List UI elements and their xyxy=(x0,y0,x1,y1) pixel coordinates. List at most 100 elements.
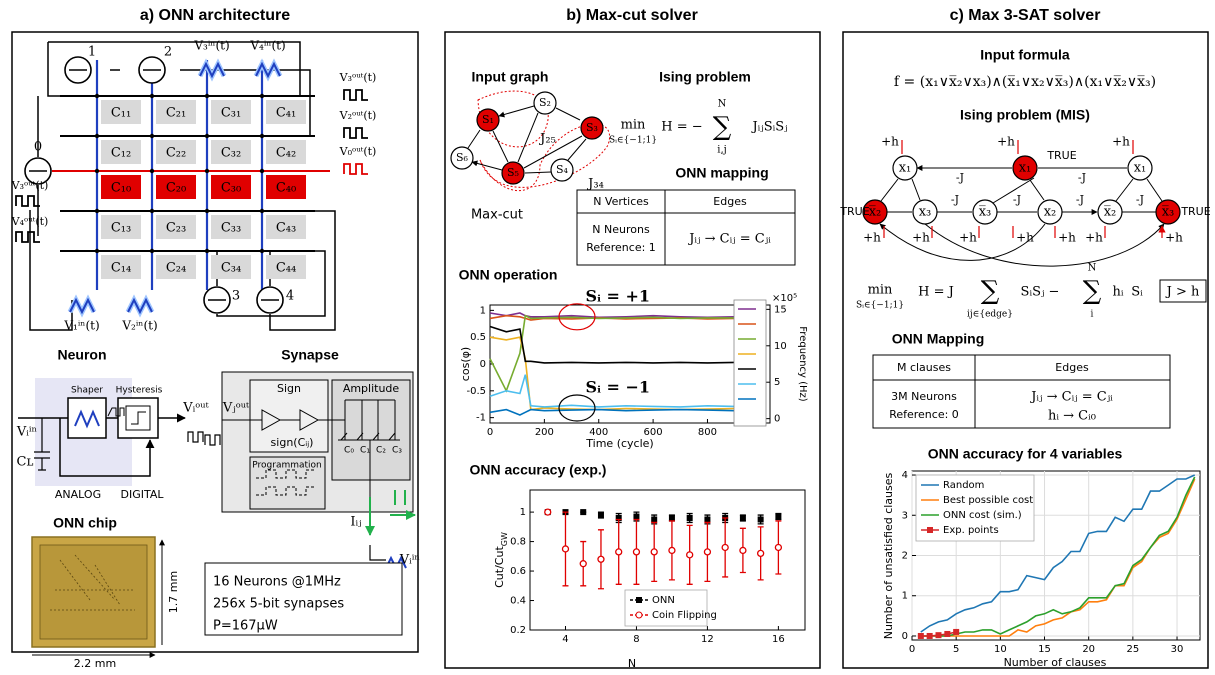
header: Edges xyxy=(1055,361,1089,374)
yticks: 3 xyxy=(902,510,908,521)
yticks: -0.5 xyxy=(466,386,486,397)
cells: C₁₃ xyxy=(111,221,131,236)
neuron-label: Neuron xyxy=(58,347,107,363)
inputs: V₁ⁱⁿ(t) xyxy=(63,319,99,333)
yticks: 0.5 xyxy=(470,332,486,343)
legend-marker xyxy=(636,597,642,603)
xticks: 4 xyxy=(562,634,568,645)
caps: C₁ xyxy=(360,446,370,456)
data-point xyxy=(651,549,657,555)
input: Vᵢⁱⁿ xyxy=(16,425,37,440)
cells: C₂₄ xyxy=(166,261,186,276)
data-point xyxy=(927,633,933,639)
data-point xyxy=(562,546,568,552)
output-wave xyxy=(344,128,368,138)
cells: C₃₄ xyxy=(221,261,241,276)
field: hᵢ xyxy=(1113,285,1124,300)
cells: C₃₁ xyxy=(221,106,241,121)
specs: P=167μW xyxy=(213,619,278,634)
title: ONN chip xyxy=(53,515,117,531)
field-labels: +h xyxy=(1058,231,1076,245)
neurons: 1 xyxy=(88,45,96,60)
schematic-wire xyxy=(332,380,410,480)
xticks: 0 xyxy=(487,427,493,438)
yticks: 4 xyxy=(902,470,908,481)
coupling-labels: -J xyxy=(1076,193,1084,206)
field-labels: +h xyxy=(881,135,899,149)
shaper: Shaper xyxy=(71,386,103,396)
hysteresis: Hysteresis xyxy=(116,386,163,396)
outputs: V₄ᵒᵘᵗ(t) xyxy=(11,215,49,228)
legend-marker xyxy=(927,527,933,533)
nodes: x₃ xyxy=(919,205,932,220)
cells: C₄₄ xyxy=(276,261,296,276)
y2label: Frequency (Hz) xyxy=(797,326,808,402)
row: hᵢ → Cᵢ₀ xyxy=(1048,409,1096,424)
true-label: TRUE xyxy=(839,205,869,218)
cells: C₃₀ xyxy=(221,181,241,196)
name: Exp. points xyxy=(943,525,999,536)
neurons: 2 xyxy=(164,45,172,60)
data-point xyxy=(704,516,710,522)
node-dot xyxy=(95,94,99,98)
nodes: S₂ xyxy=(539,96,551,109)
row: Jᵢⱼ → Cᵢⱼ = Cⱼᵢ xyxy=(687,232,771,247)
node-dot xyxy=(95,209,99,213)
term2: Sᵢ xyxy=(1131,285,1143,300)
xlabel: Number of clauses xyxy=(1004,656,1107,669)
maxcut: Max-cut xyxy=(471,208,523,223)
node-dot xyxy=(150,169,154,173)
term: JᵢⱼSᵢSⱼ xyxy=(750,120,787,135)
lhs: H = − xyxy=(661,120,702,135)
coupling-labels: -J xyxy=(1136,193,1144,206)
schematic-wire xyxy=(370,545,386,560)
name: ONN xyxy=(652,595,675,606)
min: min xyxy=(868,283,893,298)
data-point xyxy=(775,544,781,550)
cells: C₂₁ xyxy=(166,106,186,121)
synapse-label: Synapse xyxy=(281,347,339,363)
node-dot xyxy=(205,209,209,213)
sum: ∑ xyxy=(713,112,732,142)
node-dot xyxy=(205,134,209,138)
couplings: J₃₄ xyxy=(586,177,604,192)
node-dot xyxy=(260,209,264,213)
xticks: 30 xyxy=(1171,644,1184,655)
y2ticks: 10 xyxy=(774,341,787,352)
output-wave xyxy=(16,232,40,242)
cells: C₄₂ xyxy=(276,146,296,161)
cells: C₁₂ xyxy=(111,146,131,161)
inputs: V₃ⁱⁿ(t) xyxy=(193,39,229,53)
xticks: 0 xyxy=(909,644,915,655)
xlabel: Time (cycle) xyxy=(585,437,653,450)
cells: C₂₀ xyxy=(166,181,186,196)
y2ticks: 5 xyxy=(774,377,780,388)
data-point xyxy=(633,549,639,555)
current: Iᵢⱼ xyxy=(350,515,361,530)
y-axis-label: Number of unsatisfied clauses xyxy=(882,472,895,639)
inputs: V₄ⁱⁿ(t) xyxy=(249,39,285,53)
nodes: S₆ xyxy=(456,151,469,164)
y2-scale: ×10⁵ xyxy=(772,293,797,304)
input-graph: Input graph xyxy=(472,69,549,85)
caps: C₀ xyxy=(344,446,354,456)
cells: C₁₁ xyxy=(111,106,131,121)
data-point xyxy=(580,509,586,515)
row: Reference: 0 xyxy=(889,408,959,421)
digital: DIGITAL xyxy=(120,488,164,501)
nodes: S₁ xyxy=(482,113,494,126)
title: a) ONN architecture xyxy=(140,7,290,24)
row: 3M Neurons xyxy=(891,390,957,403)
xticks: 12 xyxy=(701,634,714,645)
cells: C₂₂ xyxy=(166,146,186,161)
row: Jᵢⱼ → Cᵢⱼ = Cⱼᵢ xyxy=(1029,390,1113,405)
xticks: 800 xyxy=(698,427,717,438)
data-point xyxy=(669,547,675,553)
nodes: S₃ xyxy=(586,121,598,134)
inputs: V₂ⁱⁿ(t) xyxy=(121,319,157,333)
y-axis-label-sub: GW xyxy=(500,532,509,546)
y-axis-label: Number of unsatisfied clauses xyxy=(882,472,895,639)
output-wave xyxy=(344,90,368,100)
text: Sᵢ = +1 xyxy=(586,287,650,306)
data-point xyxy=(545,509,551,515)
